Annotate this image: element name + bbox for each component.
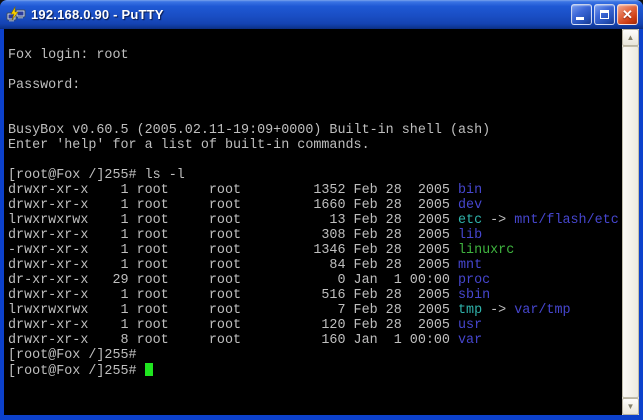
maximize-icon [600,10,609,19]
terminal-line: dr-xr-xr-x 29 root root 0 Jan 1 00:00 pr… [8,273,491,288]
terminal-line: BusyBox v0.60.5 (2005.02.11-19:09+0000) … [8,123,491,138]
terminal-line: drwxr-xr-x 1 root root 120 Feb 28 2005 u… [8,318,483,333]
terminal-line [8,108,622,123]
terminal-line [8,93,622,108]
terminal-line: drwxr-xr-x 1 root root 516 Feb 28 2005 s… [8,288,491,303]
minimize-button[interactable] [571,4,592,25]
terminal-line: [root@Fox /]255# ls -l [8,168,185,183]
putty-icon [6,5,26,21]
scroll-up-icon: ▲ [626,32,635,42]
terminal-cursor [144,363,153,376]
scrollbar-thumb[interactable] [622,46,639,398]
terminal-line: lrwxrwxrwx 1 root root 7 Feb 28 2005 tmp… [8,303,571,318]
terminal-line: drwxr-xr-x 8 root root 160 Jan 1 00:00 v… [8,333,483,348]
scroll-up-button[interactable]: ▲ [622,29,639,46]
terminal-line: drwxr-xr-x 1 root root 1352 Feb 28 2005 … [8,183,483,198]
scroll-down-icon: ▼ [626,401,635,411]
minimize-icon [576,17,584,20]
terminal-screen[interactable]: Fox login: root Password: BusyBox v0.60.… [4,29,622,415]
terminal-line: Fox login: root [8,48,129,63]
terminal-line: lrwxrwxrwx 1 root root 13 Feb 28 2005 et… [8,213,619,228]
scroll-down-button[interactable]: ▼ [622,398,639,415]
window-title: 192.168.0.90 - PuTTY [31,7,164,22]
scrollbar[interactable]: ▲ ▼ [622,29,639,415]
terminal-line: [root@Fox /]255# [8,348,137,363]
terminal-line: Enter 'help' for a list of built-in comm… [8,138,370,153]
maximize-button[interactable] [594,4,615,25]
terminal-line: Password: [8,78,81,93]
close-icon: ✕ [622,7,633,22]
terminal-line: -rwxr-xr-x 1 root root 1346 Feb 28 2005 … [8,243,515,258]
terminal-line [8,153,622,168]
terminal-line: drwxr-xr-x 1 root root 1660 Feb 28 2005 … [8,198,483,213]
terminal-line: drwxr-xr-x 1 root root 308 Feb 28 2005 l… [8,228,483,243]
terminal-line: [root@Fox /]255# [8,363,622,379]
close-button[interactable]: ✕ [617,4,638,25]
terminal-line: drwxr-xr-x 1 root root 84 Feb 28 2005 mn… [8,258,483,273]
title-bar[interactable]: 192.168.0.90 - PuTTY ✕ [0,0,643,29]
terminal-line [8,63,622,78]
terminal-line [8,33,622,48]
